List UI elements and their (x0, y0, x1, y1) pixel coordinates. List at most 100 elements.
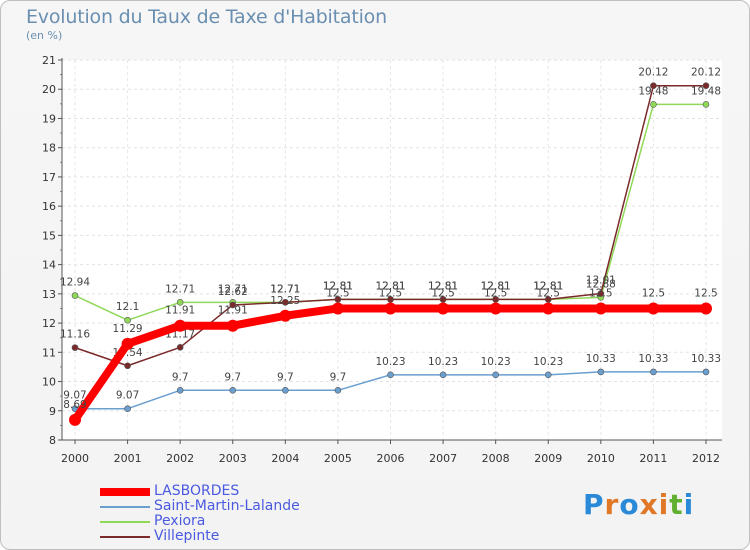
data-point (331, 302, 344, 315)
logo-letter: P (583, 488, 605, 521)
data-label: 9.7 (224, 371, 241, 383)
data-point (650, 82, 657, 90)
y-tick-label: 18 (42, 142, 56, 155)
plot-area (62, 60, 722, 440)
x-tick-label: 2002 (166, 452, 194, 465)
data-point (650, 101, 657, 108)
data-label: 20.12 (691, 67, 721, 79)
x-tick-label: 2004 (271, 452, 299, 465)
data-label: 11.91 (218, 305, 248, 317)
data-point (124, 316, 131, 324)
data-point (121, 337, 134, 350)
chart-legend: LASBORDES Saint-Martin-Lalande Pexiora V… (100, 484, 300, 544)
data-point (702, 82, 710, 90)
data-label: 12.71 (270, 283, 300, 295)
data-label: 12.5 (484, 287, 507, 299)
logo-letter: x (639, 488, 659, 521)
data-label: 12.81 (533, 280, 563, 292)
data-point (176, 344, 184, 351)
data-label: 12.71 (165, 283, 195, 295)
data-label: 12.81 (323, 280, 353, 292)
data-label: 12.5 (642, 287, 665, 299)
legend-label: Villepinte (154, 528, 220, 544)
data-label: 12.71 (218, 283, 248, 295)
logo-letter: o (619, 488, 640, 521)
y-tick-label: 8 (49, 434, 56, 447)
data-label: 10.33 (691, 353, 721, 365)
data-point (650, 368, 657, 376)
y-tick-label: 14 (42, 259, 56, 272)
data-point (597, 368, 605, 376)
chart-subtitle: (en %) (26, 29, 63, 42)
data-point (334, 387, 342, 394)
data-point (702, 368, 710, 376)
legend-item-pexiora: Pexiora (100, 514, 300, 529)
x-tick-label: 2008 (482, 452, 510, 465)
data-label: 12.5 (589, 287, 612, 299)
data-label: 12.5 (379, 287, 402, 299)
data-label: 10.33 (586, 353, 616, 365)
data-label: 9.07 (116, 390, 139, 402)
data-point (492, 371, 499, 379)
chart-title: Evolution du Taux de Taxe d'Habitation (26, 6, 387, 28)
legend-swatch-saint-martin-lalande (100, 505, 150, 508)
data-label: 10.23 (533, 356, 563, 368)
data-point (387, 371, 394, 379)
data-label: 12.25 (270, 295, 300, 307)
data-label: 9.7 (330, 371, 347, 383)
data-label: 19.48 (691, 85, 721, 97)
proxiti-logo: Proxiti (583, 488, 694, 521)
data-point (544, 371, 552, 379)
x-tick-label: 2003 (219, 452, 247, 465)
y-tick-label: 21 (42, 54, 56, 67)
data-label: 12.5 (326, 287, 349, 299)
data-label: 13.01 (586, 275, 616, 287)
data-label: 12.81 (428, 280, 458, 292)
legend-label: Saint-Martin-Lalande (154, 498, 300, 514)
x-tick-label: 2012 (692, 452, 720, 465)
data-point (229, 387, 237, 394)
data-label: 12.88 (586, 278, 616, 290)
y-tick-label: 20 (42, 83, 56, 96)
data-label: 9.7 (277, 371, 294, 383)
legend-swatch-pexiora (100, 520, 150, 523)
data-point (69, 413, 81, 426)
x-tick-label: 2001 (114, 452, 142, 465)
data-point (597, 290, 605, 297)
data-point (279, 309, 292, 322)
data-label: 12.81 (428, 280, 458, 292)
data-label: 12.81 (533, 280, 563, 292)
legend-swatch-villepinte (100, 535, 150, 538)
data-label: 19.48 (638, 85, 668, 97)
data-label: 12.1 (116, 301, 139, 313)
data-label: 12.5 (694, 287, 717, 299)
data-point (647, 302, 660, 315)
y-tick-label: 9 (49, 405, 56, 418)
data-label: 11.29 (113, 323, 143, 335)
data-point (384, 302, 397, 315)
data-point (229, 301, 237, 309)
data-point (282, 299, 289, 306)
data-label: 12.81 (481, 280, 511, 292)
data-label: 12.81 (481, 280, 511, 292)
data-point (492, 296, 499, 303)
data-point (702, 101, 710, 108)
data-point (700, 302, 712, 315)
logo-letter: i (658, 488, 670, 521)
data-label: 9.07 (63, 390, 86, 402)
data-point (439, 371, 447, 379)
data-point (334, 296, 342, 303)
legend-swatch-lasbordes (100, 487, 150, 496)
data-point (176, 387, 184, 394)
legend-item-villepinte: Villepinte (100, 529, 300, 544)
legend-label: Pexiora (154, 513, 206, 529)
data-point (124, 405, 131, 413)
data-label: 12.81 (375, 280, 405, 292)
logo-letter: r (604, 488, 620, 521)
data-label: 12.81 (323, 280, 353, 292)
data-point (176, 299, 184, 306)
data-point (71, 344, 79, 351)
legend-item-saint-martin-lalande: Saint-Martin-Lalande (100, 499, 300, 514)
y-tick-label: 17 (42, 171, 56, 184)
